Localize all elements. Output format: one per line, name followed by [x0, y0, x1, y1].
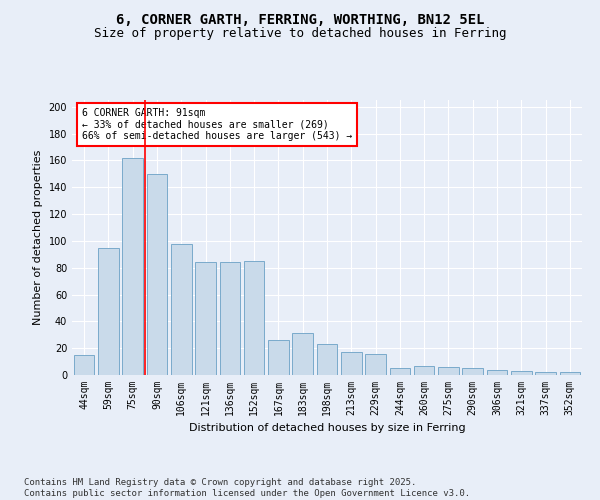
Bar: [463, 368, 483, 375]
Bar: [74, 355, 94, 375]
Bar: [341, 352, 362, 375]
Bar: [146, 174, 167, 375]
Bar: [511, 371, 532, 375]
Bar: [268, 340, 289, 375]
Bar: [389, 368, 410, 375]
Bar: [535, 372, 556, 375]
Bar: [317, 344, 337, 375]
Text: Size of property relative to detached houses in Ferring: Size of property relative to detached ho…: [94, 28, 506, 40]
Bar: [244, 261, 265, 375]
Text: 6 CORNER GARTH: 91sqm
← 33% of detached houses are smaller (269)
66% of semi-det: 6 CORNER GARTH: 91sqm ← 33% of detached …: [82, 108, 352, 142]
Bar: [487, 370, 508, 375]
Bar: [171, 244, 191, 375]
Bar: [560, 372, 580, 375]
Text: 6, CORNER GARTH, FERRING, WORTHING, BN12 5EL: 6, CORNER GARTH, FERRING, WORTHING, BN12…: [116, 12, 484, 26]
Text: Contains HM Land Registry data © Crown copyright and database right 2025.
Contai: Contains HM Land Registry data © Crown c…: [24, 478, 470, 498]
Bar: [122, 158, 143, 375]
Bar: [292, 334, 313, 375]
Bar: [414, 366, 434, 375]
X-axis label: Distribution of detached houses by size in Ferring: Distribution of detached houses by size …: [188, 424, 466, 434]
Bar: [220, 262, 240, 375]
Bar: [98, 248, 119, 375]
Bar: [365, 354, 386, 375]
Bar: [438, 367, 459, 375]
Y-axis label: Number of detached properties: Number of detached properties: [33, 150, 43, 325]
Bar: [195, 262, 216, 375]
